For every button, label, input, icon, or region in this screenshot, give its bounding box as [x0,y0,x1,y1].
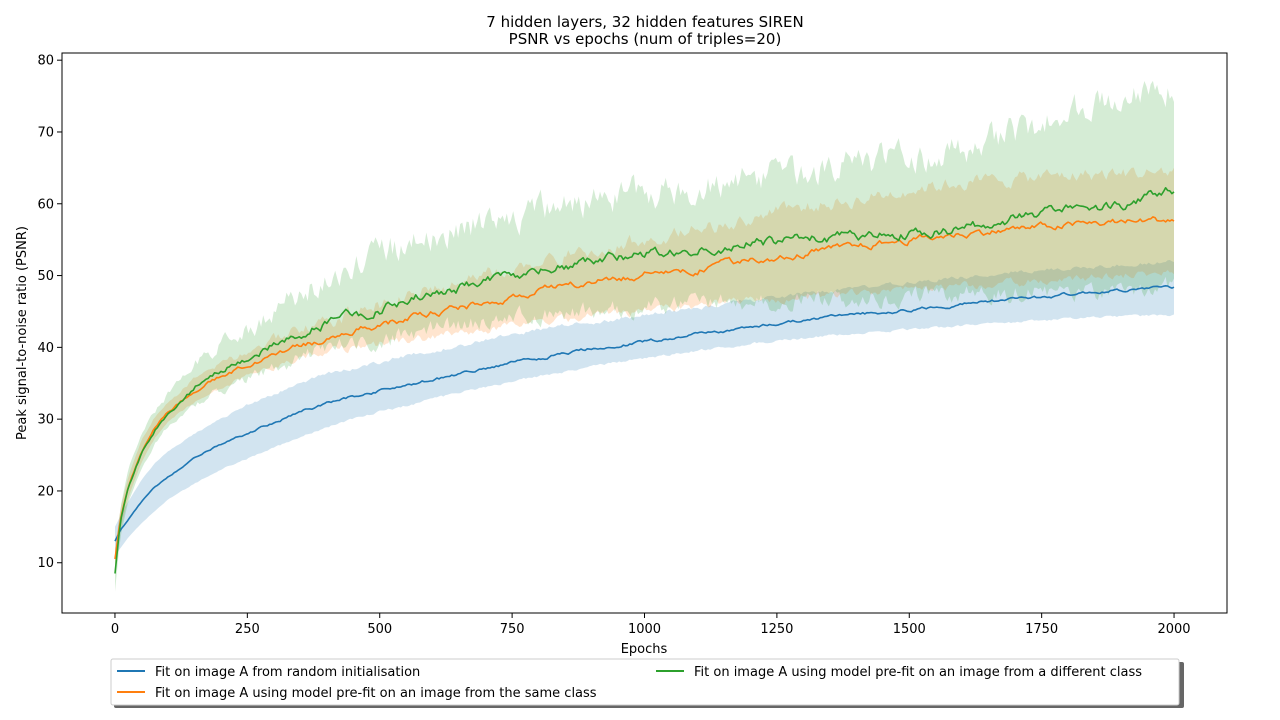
x-tick-label: 2000 [1157,622,1190,637]
series-band-0 [115,260,1174,556]
y-axis-label: Peak signal-to-noise ratio (PSNR) [15,226,30,440]
series-lines [114,187,1175,574]
x-axis-label: Epochs [621,642,668,657]
series-line-2 [114,187,1175,574]
y-tick-label: 50 [37,269,54,284]
series-band-1 [115,167,1174,570]
x-axis-ticks: 0 250 500 750 1000 1250 1500 1750 2000 [111,613,1191,637]
y-tick-label: 80 [37,54,54,69]
y-tick-label: 70 [37,125,54,140]
y-tick-label: 20 [37,484,54,499]
y-tick-label: 10 [37,556,54,571]
legend: Fit on image A from random initialisatio… [110,658,1184,708]
chart-subtitle: PSNR vs epochs (num of triples=20) [509,30,782,48]
chart-title: 7 hidden layers, 32 hidden features SIRE… [486,13,803,31]
y-tick-label: 40 [37,341,54,356]
legend-label-same-class: Fit on image A using model pre-fit on an… [155,686,597,701]
series-line-1 [114,216,1175,560]
x-tick-label: 750 [500,622,525,637]
legend-label-different-class: Fit on image A using model pre-fit on an… [694,665,1142,680]
y-tick-label: 60 [37,197,54,212]
x-tick-label: 1250 [760,622,793,637]
series-line-0 [114,284,1175,542]
x-tick-label: 500 [367,622,392,637]
x-tick-label: 1500 [893,622,926,637]
y-tick-label: 30 [37,413,54,428]
x-tick-label: 0 [111,622,119,637]
legend-box [110,658,1180,706]
y-axis-ticks: 10 20 30 40 50 60 70 80 [37,54,62,571]
x-tick-label: 1750 [1025,622,1058,637]
series-band-2 [115,80,1174,592]
x-tick-label: 1000 [628,622,661,637]
x-tick-label: 250 [235,622,260,637]
legend-label-random: Fit on image A from random initialisatio… [155,665,420,680]
confidence-bands [115,80,1174,592]
